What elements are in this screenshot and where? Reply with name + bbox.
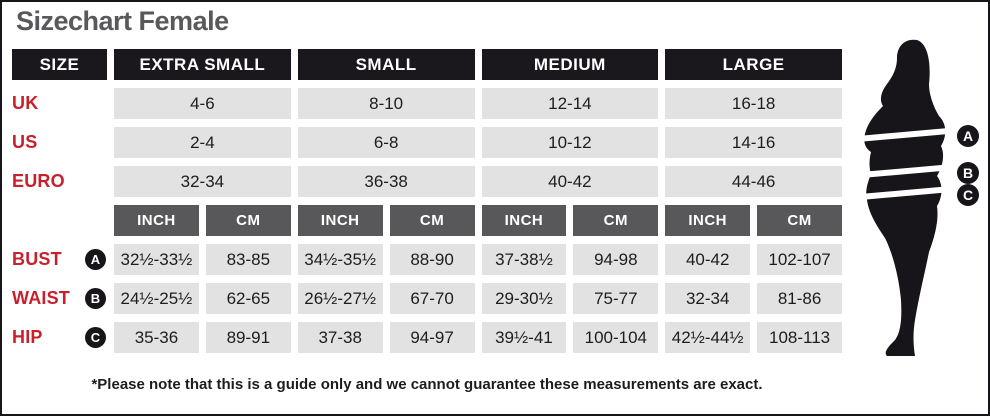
row-label-uk: UK [12,93,39,113]
marker-a-icon [957,125,979,147]
unit-header-cm: CM [205,205,291,236]
table-cell: 89-91 [205,322,291,353]
table-cell: 10-12 [481,127,659,158]
table-cell: 62-65 [205,283,291,314]
unit-header-cm: CM [573,205,659,236]
figure-markers: A B C [957,125,979,206]
unit-header-inch: INCH [297,205,383,236]
table-cell: 94-97 [389,322,475,353]
table-cell: 32½-33½ [114,244,199,275]
marker-c-badge: C [85,327,106,348]
table-cell: 36-38 [297,166,475,197]
column-header-small: SMALL [297,49,475,80]
column-header-extra-small: EXTRA SMALL [114,49,291,80]
marker-c-letter: C [963,187,973,203]
table-cell: 14-16 [665,127,842,158]
table-cell: 32-34 [665,283,751,314]
marker-b-icon [957,162,979,184]
table-cell: 75-77 [573,283,659,314]
table-cell: 35-36 [114,322,199,353]
unit-header-inch: INCH [114,205,199,236]
table-cell: 40-42 [665,244,751,275]
row-label-bust: BUST A [12,244,107,275]
table-cell: 108-113 [757,322,842,353]
table-cell: 42½-44½ [665,322,751,353]
column-header-medium: MEDIUM [481,49,659,80]
marker-b-badge: B [85,288,106,309]
disclaimer-note: *Please note that this is a guide only a… [91,376,763,393]
row-label-waist: WAIST B [12,283,107,314]
table-cell: 4-6 [114,88,291,119]
size-table: SIZE EXTRA SMALL SMALL MEDIUM LARGE UK 4… [12,49,842,353]
unit-row-spacer [12,205,107,236]
table-cell: 100-104 [573,322,659,353]
marker-c-icon [957,184,979,206]
row-label-hip: HIP C [12,322,107,353]
table-cell: 37-38 [297,322,383,353]
table-cell: 29-30½ [481,283,567,314]
table-cell: 34½-35½ [297,244,383,275]
row-label-euro: EURO [12,171,65,191]
table-cell: 40-42 [481,166,659,197]
table-cell: 67-70 [389,283,475,314]
row-label-us: US [12,132,38,152]
page-title: Sizechart Female [16,6,229,36]
size-header-cell: SIZE [12,49,107,80]
table-cell: 39½-41 [481,322,567,353]
table-cell: 12-14 [481,88,659,119]
table-cell: 37-38½ [481,244,567,275]
female-silhouette-figure: A B C [852,38,988,370]
unit-header-inch: INCH [665,205,751,236]
table-cell: 88-90 [389,244,475,275]
table-cell: 102-107 [757,244,842,275]
table-cell: 94-98 [573,244,659,275]
unit-header-cm: CM [757,205,842,236]
table-cell: 44-46 [665,166,842,197]
column-header-large: LARGE [665,49,842,80]
waist-label: WAIST [12,288,70,308]
table-cell: 81-86 [757,283,842,314]
table-cell: 24½-25½ [114,283,199,314]
table-cell: 2-4 [114,127,291,158]
female-silhouette-icon: A B C [852,39,979,356]
table-cell: 83-85 [205,244,291,275]
marker-b-letter: B [963,165,973,181]
unit-header-cm: CM [389,205,475,236]
bust-label: BUST [12,249,62,269]
hip-label: HIP [12,327,43,347]
unit-header-inch: INCH [481,205,567,236]
table-cell: 16-18 [665,88,842,119]
table-cell: 32-34 [114,166,291,197]
table-cell: 8-10 [297,88,475,119]
marker-a-letter: A [963,128,973,144]
table-cell: 26½-27½ [297,283,383,314]
table-cell: 6-8 [297,127,475,158]
marker-a-badge: A [85,249,106,270]
